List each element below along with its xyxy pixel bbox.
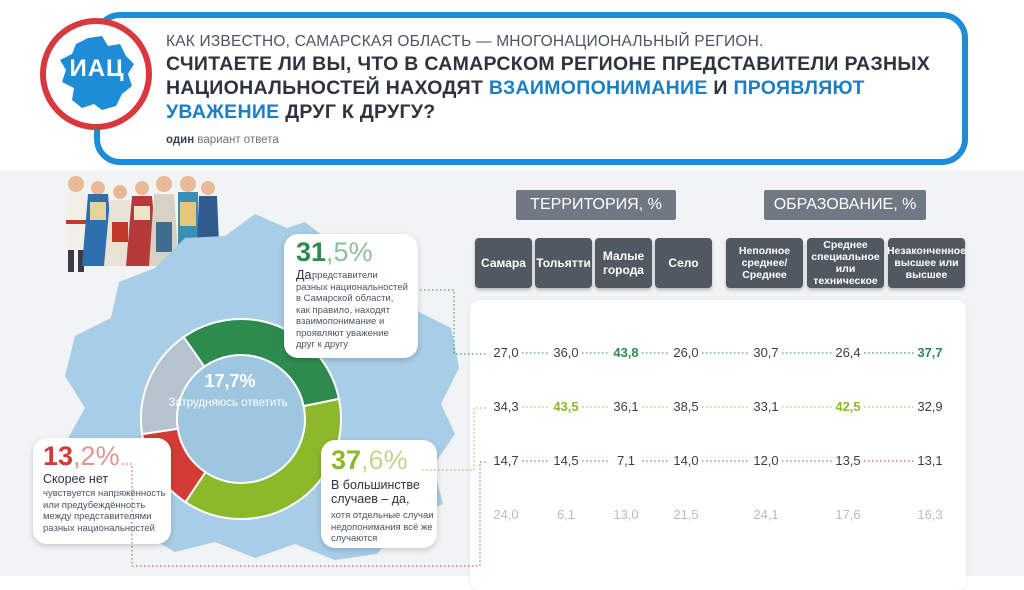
connector-yes xyxy=(420,289,488,355)
table-cell: 27,0 xyxy=(493,345,518,360)
table-cell: 26,0 xyxy=(673,345,698,360)
table-cell: 34,3 xyxy=(493,399,518,414)
callout-yes-title: Да, xyxy=(296,268,315,282)
question-highlight-2: ПРОЯВЛЯЮТ УВАЖЕНИЕ xyxy=(166,77,865,123)
question-card xyxy=(94,12,968,165)
results-table-card xyxy=(470,300,966,590)
person-5-icon xyxy=(149,176,179,266)
table-cell: 36,1 xyxy=(613,399,638,414)
answer-donut-chart xyxy=(140,318,342,520)
group-territory: ТЕРРИТОРИЯ, % xyxy=(516,190,676,220)
donut-center xyxy=(177,355,305,483)
table-cell: 14,5 xyxy=(553,453,578,468)
table-cell: 13,1 xyxy=(917,453,942,468)
callout-yes-text: представители разных национальностей в С… xyxy=(296,270,408,350)
person-1-icon xyxy=(66,176,86,272)
connector-most xyxy=(422,407,488,471)
table-overlay: 27,0 36,0 43,8 26,0 30,7 26,4 37,7 34,3 43,5 36,1… xyxy=(122,289,943,567)
table-cell: 13,5 xyxy=(835,453,860,468)
col-header: Самара xyxy=(475,238,532,288)
col-header: Среднее специальное или техническое xyxy=(807,238,884,288)
question-end: ДРУГ К ДРУГУ? xyxy=(285,101,436,123)
callout-no: 13,2% Скорее нет чувствуется напряжённос… xyxy=(33,438,171,544)
connector-no xyxy=(122,461,488,567)
question-subtitle: КАК ИЗВЕСТНО, САМАРСКАЯ ОБЛАСТЬ — МНОГОН… xyxy=(166,33,764,50)
table-cell: 14,0 xyxy=(673,453,698,468)
unsure-value: 17,7% xyxy=(204,371,256,391)
callout-most-value: 37,6% xyxy=(331,446,408,474)
col-header: Село xyxy=(655,238,712,288)
table-cell: 26,4 xyxy=(835,345,860,360)
table-cell: 6,1 xyxy=(557,507,575,522)
table-cell: 33,1 xyxy=(753,399,778,414)
col-header: Тольятти xyxy=(535,238,592,288)
table-cell: 42,5 xyxy=(835,399,860,414)
table-cell: 12,0 xyxy=(753,453,778,468)
table-cell: 14,7 xyxy=(493,453,518,468)
callout-no-value: 13,2% xyxy=(43,442,120,470)
answer-note-bold: один xyxy=(166,134,195,146)
question-title: СЧИТАЕТЕ ЛИ ВЫ, ЧТО В САМАРСКОМ РЕГИОНЕ … xyxy=(166,52,946,124)
table-cell: 24,0 xyxy=(493,507,518,522)
table-cell: 37,7 xyxy=(917,345,942,360)
callout-yes: 31,5% Да, представители разных националь… xyxy=(284,234,418,358)
unsure-label: Затрудняюсь ответить xyxy=(168,397,288,409)
table-cell: 7,1 xyxy=(617,453,635,468)
question-part1: СЧИТАЕТЕ ЛИ ВЫ, ЧТО В САМАРСКОМ РЕГИОНЕ … xyxy=(166,53,931,99)
col-header: Неполное среднее/ Среднее xyxy=(726,238,803,288)
callout-most-title: В большинстве случаев – да, xyxy=(331,478,420,506)
callout-yes-dec: ,5% xyxy=(326,237,373,267)
table-cell: 36,0 xyxy=(553,345,578,360)
callout-yes-int: 31 xyxy=(296,237,327,267)
group-education: ОБРАЗОВАНИЕ, % xyxy=(764,190,926,220)
question-and: И xyxy=(713,77,728,99)
callout-no-int: 13 xyxy=(43,441,74,471)
callout-most: 37,6% В большинстве случаев – да, хотя о… xyxy=(321,440,437,548)
table-cell: 13,0 xyxy=(613,507,638,522)
col-header: Малые города xyxy=(595,238,652,288)
table-cell: 21,5 xyxy=(673,507,698,522)
person-4-icon xyxy=(126,181,158,266)
col-header: Незаконченное высшее или высшее xyxy=(887,238,966,288)
table-cell: 16,3 xyxy=(917,507,942,522)
callout-most-dec: ,6% xyxy=(361,445,408,475)
answer-note: один вариант ответа xyxy=(166,134,279,146)
donut-arrow-icon xyxy=(260,326,284,350)
table-cell: 30,7 xyxy=(753,345,778,360)
table-cell: 43,5 xyxy=(553,399,578,414)
callout-most-int: 37 xyxy=(331,445,362,475)
callout-most-text: хотя отдельные случаи недопонимания всё … xyxy=(331,510,434,544)
table-cell: 32,9 xyxy=(917,399,942,414)
logo-label: ИАЦ xyxy=(69,55,125,82)
region-logo-icon xyxy=(60,36,134,110)
callout-no-title: Скорее нет xyxy=(43,472,109,486)
callout-yes-value: 31,5% xyxy=(296,238,373,266)
donut-segment-unsure xyxy=(140,335,206,436)
table-cell: 24,1 xyxy=(753,507,778,522)
answer-note-rest: вариант ответа xyxy=(197,134,279,146)
table-cell: 17,6 xyxy=(835,507,860,522)
table-cell: 38,5 xyxy=(673,399,698,414)
callout-no-dec: ,2% xyxy=(73,441,120,471)
callout-no-text: чувствуется напряжённость или предубеждё… xyxy=(43,488,166,534)
table-cell: 43,8 xyxy=(613,345,638,360)
question-highlight-1: ВЗАИМОПОНИМАНИЕ xyxy=(488,77,708,99)
